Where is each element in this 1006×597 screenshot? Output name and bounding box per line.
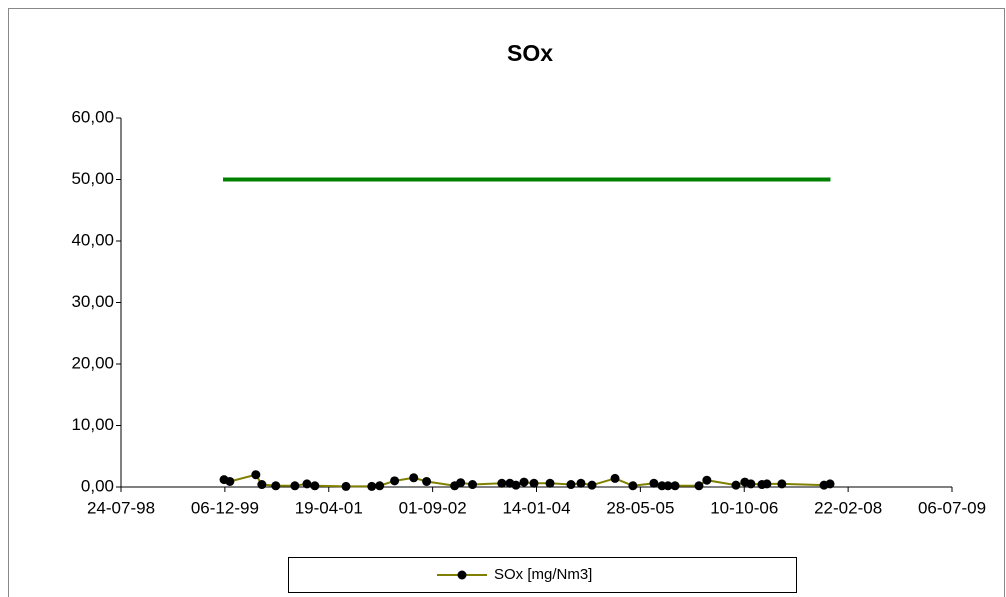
y-tick-label: 60,00 xyxy=(71,107,114,126)
marker xyxy=(566,480,576,490)
y-tick-label: 20,00 xyxy=(71,353,114,372)
marker xyxy=(497,478,507,488)
x-tick-label: 10-10-06 xyxy=(710,498,778,517)
y-tick-label: 40,00 xyxy=(71,230,114,249)
x-tick-label: 06-07-09 xyxy=(918,498,986,517)
marker xyxy=(628,481,638,491)
marker xyxy=(649,478,659,488)
marker xyxy=(251,470,261,480)
marker xyxy=(409,473,419,483)
y-tick-label: 0,00 xyxy=(81,476,114,495)
marker xyxy=(468,480,478,490)
marker xyxy=(702,475,712,485)
marker xyxy=(825,479,835,489)
x-tick-label: 19-04-01 xyxy=(295,498,363,517)
marker xyxy=(587,480,597,490)
x-tick-label: 28-05-05 xyxy=(606,498,674,517)
marker xyxy=(545,478,555,488)
marker xyxy=(302,479,312,489)
marker xyxy=(271,481,281,491)
marker xyxy=(390,476,400,486)
chart-frame xyxy=(8,8,1005,597)
x-tick-label: 22-02-08 xyxy=(814,498,882,517)
marker xyxy=(610,473,620,483)
marker xyxy=(663,481,673,491)
x-tick-label: 14-01-04 xyxy=(502,498,570,517)
marker xyxy=(511,480,521,490)
marker xyxy=(762,479,772,489)
legend-marker xyxy=(457,570,467,580)
marker xyxy=(576,478,586,488)
marker xyxy=(367,481,377,491)
marker xyxy=(225,476,235,486)
chart-title: SOx xyxy=(507,40,553,66)
marker xyxy=(529,478,539,488)
marker xyxy=(670,481,680,491)
marker xyxy=(777,479,787,489)
marker xyxy=(257,480,267,490)
marker xyxy=(456,478,466,488)
marker xyxy=(341,481,351,491)
marker xyxy=(422,476,432,486)
y-tick-label: 10,00 xyxy=(71,415,114,434)
x-tick-label: 06-12-99 xyxy=(191,498,259,517)
marker xyxy=(519,477,529,487)
legend-box xyxy=(288,557,797,593)
marker xyxy=(375,481,385,491)
y-tick-label: 30,00 xyxy=(71,292,114,311)
marker xyxy=(290,481,300,491)
marker xyxy=(694,481,704,491)
x-tick-label: 01-09-02 xyxy=(399,498,467,517)
marker xyxy=(310,481,320,491)
x-tick-label: 24-07-98 xyxy=(87,498,155,517)
y-tick-label: 50,00 xyxy=(71,169,114,188)
marker xyxy=(731,480,741,490)
marker xyxy=(746,479,756,489)
legend-label: SOx [mg/Nm3] xyxy=(494,566,592,583)
